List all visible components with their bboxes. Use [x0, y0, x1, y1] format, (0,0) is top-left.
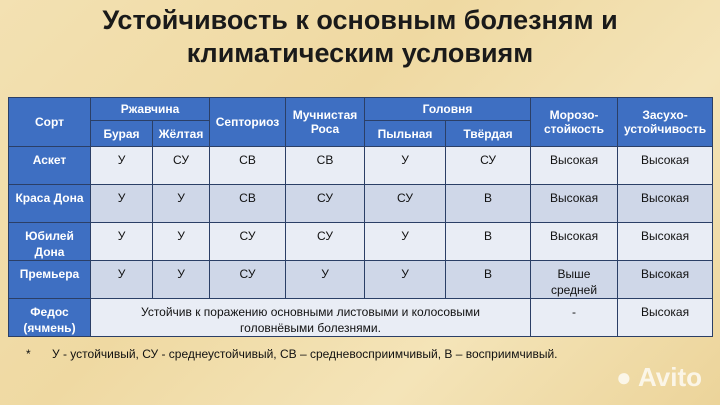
- table-cell: СВ: [209, 146, 286, 185]
- variety-name: Аскет: [8, 146, 91, 185]
- table-cell: У: [152, 184, 210, 223]
- table-cell: СУ: [209, 222, 286, 261]
- table-row: Премьера У У СУ У У В Выше средней Высокая: [8, 260, 714, 299]
- header-hard: Твёрдая: [444, 120, 532, 147]
- footnote-star: *: [26, 347, 31, 361]
- table-row: Краса Дона У У СВ СУ СУ В Высокая Высокая: [8, 184, 714, 223]
- table-row-fedos: Федос (ячмень) Устойчив к поражению основ…: [8, 298, 714, 337]
- resistance-table: Сорт Ржавчина Септориоз Мучнистая Роса Г…: [8, 97, 714, 337]
- table-cell: Высокая: [617, 184, 714, 223]
- header-septoria: Септориоз: [209, 97, 286, 147]
- table-cell: СУ: [444, 146, 532, 185]
- table-cell: Высокая: [530, 222, 619, 261]
- table-cell: Высокая: [617, 260, 714, 299]
- table-cell: У: [364, 146, 446, 185]
- table-cell: СУ: [285, 222, 365, 261]
- table-cell: СВ: [285, 146, 365, 185]
- table-cell: У: [90, 260, 153, 299]
- table-cell: У: [285, 260, 365, 299]
- table-cell: Высокая: [617, 222, 714, 261]
- table-cell: В: [444, 184, 532, 223]
- title-line-2: климатическим условиям: [186, 38, 534, 68]
- header-drought: Засухо-устойчивость: [617, 97, 714, 147]
- header-rust: Ржавчина: [90, 97, 210, 121]
- table-cell: У: [364, 260, 446, 299]
- header-smut: Головня: [363, 97, 532, 121]
- table-cell: У: [364, 222, 446, 261]
- table-cell: У: [90, 184, 153, 223]
- footnote: * У - устойчивый, СУ - среднеустойчивый, …: [26, 347, 558, 361]
- table-cell: СУ: [152, 146, 210, 185]
- table-cell: СВ: [209, 184, 286, 223]
- table-cell: Выше средней: [530, 260, 619, 299]
- title-line-1: Устойчивость к основным болезням и: [102, 5, 618, 35]
- footnote-text: У - устойчивый, СУ - среднеустойчивый, С…: [52, 347, 558, 361]
- table-row: Аскет У СУ СВ СВ У СУ Высокая Высокая: [8, 146, 714, 185]
- table-cell: У: [152, 260, 210, 299]
- table-cell: СУ: [364, 184, 446, 223]
- table-cell: Высокая: [617, 298, 714, 337]
- table-row: Юбилей Дона У У СУ СУ У В Высокая Высокая: [8, 222, 714, 261]
- table-cell: В: [444, 260, 532, 299]
- table-cell: Высокая: [617, 146, 714, 185]
- header-loose: Пыльная: [364, 120, 446, 147]
- variety-name: Премьера: [8, 260, 91, 299]
- header-yellow: Жёлтая: [152, 120, 210, 147]
- variety-name: Юбилей Дона: [8, 222, 91, 261]
- avito-watermark: ● Avito: [616, 362, 702, 392]
- table-cell: -: [530, 298, 619, 337]
- header-frost: Морозо-стойкость: [530, 97, 619, 147]
- variety-name: Федос (ячмень): [8, 298, 91, 337]
- table-cell: Высокая: [530, 146, 619, 185]
- table-cell: СУ: [209, 260, 286, 299]
- page-title: Устойчивость к основным болезням и клима…: [0, 4, 720, 70]
- table-cell: У: [152, 222, 210, 261]
- table-cell: В: [444, 222, 532, 261]
- header-brown: Бурая: [90, 120, 153, 147]
- header-sort: Сорт: [8, 97, 91, 147]
- variety-name: Краса Дона: [8, 184, 91, 223]
- table-cell: СУ: [285, 184, 365, 223]
- table-cell: У: [90, 222, 153, 261]
- header-mildew: Мучнистая Роса: [285, 97, 365, 147]
- fedos-description: Устойчив к поражению основными листовыми…: [89, 298, 532, 337]
- table-cell: Высокая: [530, 184, 619, 223]
- table-cell: У: [90, 146, 153, 185]
